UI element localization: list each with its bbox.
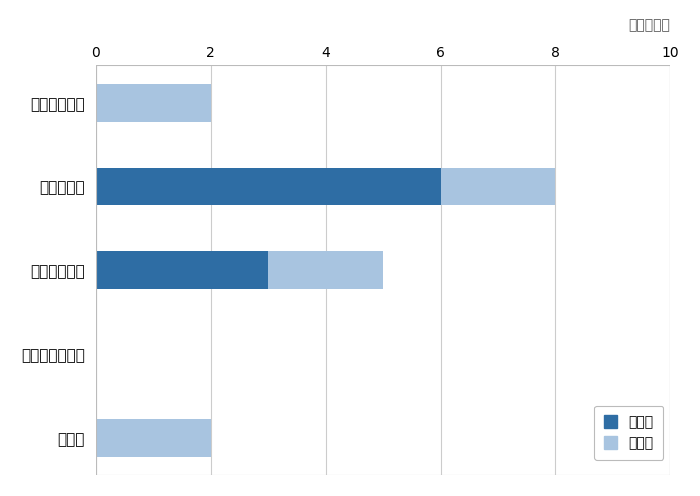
Bar — [440, 168, 555, 205]
Bar — [268, 251, 383, 289]
Bar — [96, 65, 671, 475]
Legend: １番目, ２番目: １番目, ２番目 — [594, 406, 664, 460]
Bar — [96, 168, 440, 205]
Bar — [96, 84, 211, 122]
Bar — [96, 251, 268, 289]
Bar — [96, 419, 211, 456]
Text: （企業数）: （企業数） — [629, 19, 671, 33]
